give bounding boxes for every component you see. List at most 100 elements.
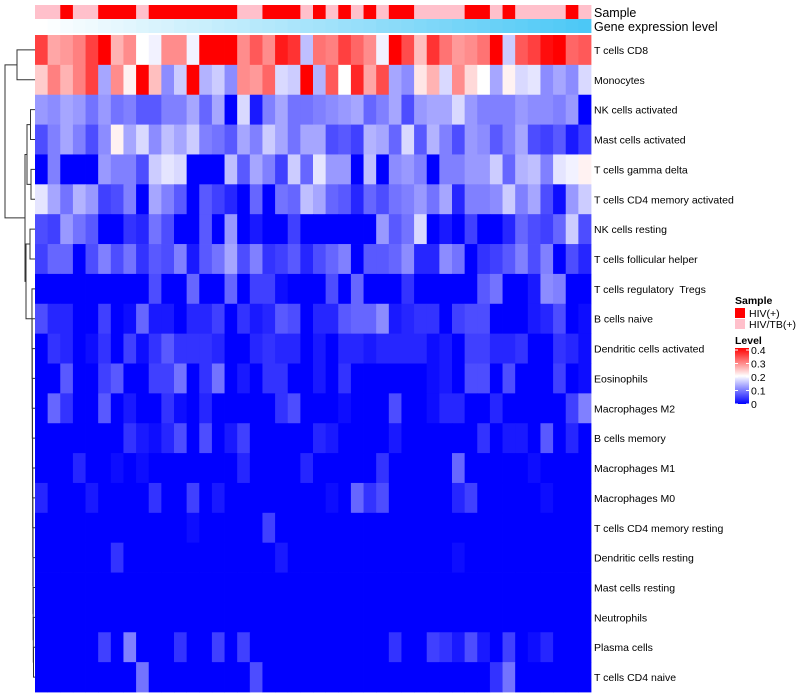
heatmap-cell [35,154,49,185]
heatmap-cell [47,393,61,424]
heatmap-cell [388,662,402,693]
heatmap-cell [148,482,162,514]
heatmap-cell [98,94,112,125]
heatmap-cell [502,512,516,544]
heatmap-cell [60,303,74,335]
gene-annotation-cell [224,19,238,33]
heatmap-cell [275,542,289,573]
heatmap-cell [136,273,150,305]
gene-annotation-cell [464,19,478,33]
heatmap-cell [439,572,453,603]
heatmap-cell [578,35,592,66]
gene-annotation-cell [72,19,86,33]
heatmap-cell [98,482,112,514]
heatmap-cell [363,662,377,693]
heatmap-cell [85,602,99,633]
heatmap-cell [262,244,276,275]
heatmap-cell [123,453,137,484]
heatmap-cell [376,482,390,514]
dendrogram-branch [29,228,35,260]
sample-annotation-bar [35,5,592,19]
sample-annotation-cell [565,5,579,19]
heatmap-cell [47,482,61,514]
row-dendrogram [4,49,35,678]
heatmap-cell [72,303,86,335]
heatmap-cell [161,363,175,394]
heatmap-cell [565,94,579,125]
heatmap-cell [174,453,188,484]
heatmap-cell [211,64,225,96]
heatmap-cell [237,363,251,394]
heatmap-cell [414,423,428,454]
heatmap-cell [300,35,314,66]
heatmap-cell [540,512,554,544]
heatmap-cell [211,303,225,335]
heatmap-cell [527,184,541,215]
heatmap-cell [376,303,390,335]
heatmap-cell [553,363,567,394]
heatmap-cell [110,64,124,96]
heatmap-cell [110,303,124,335]
heatmap-cell [224,64,238,96]
heatmap-cell [199,632,213,663]
heatmap-cell [515,363,529,394]
heatmap-cell [47,154,61,185]
heatmap-cell [237,244,251,275]
heatmap-cell [300,363,314,394]
heatmap-cell [72,124,86,155]
heatmap-cell [325,542,339,573]
heatmap-cell [275,602,289,633]
heatmap-cell [262,542,276,573]
legend-entry-label: HIV/TB(+) [749,319,796,331]
heatmap-cell [123,512,137,544]
heatmap-cell [35,124,49,155]
heatmap-cell [414,244,428,275]
heatmap-cell [249,273,263,305]
heatmap-cell [426,64,440,96]
heatmap-cell [363,64,377,96]
heatmap-cell [363,124,377,155]
heatmap-cell [350,303,364,335]
heatmap-cell [224,602,238,633]
heatmap-cell [72,512,86,544]
heatmap-cell [350,333,364,364]
heatmap-cell [401,35,415,66]
heatmap-cell [148,632,162,663]
heatmap-cell [35,602,49,633]
heatmap-cell [313,662,327,693]
row-label: B cells naive [594,314,653,326]
heatmap-cell [35,662,49,693]
heatmap-cell [148,333,162,364]
sample-annotation-cell [174,5,188,19]
heatmap-cell [275,124,289,155]
heatmap-cell [477,662,491,693]
heatmap-cell [527,363,541,394]
heatmap-cell [439,35,453,66]
heatmap-cell [338,35,352,66]
heatmap-cell [489,244,503,275]
heatmap-cell [401,184,415,215]
heatmap-cell [401,303,415,335]
heatmap-cell [262,662,276,693]
heatmap-cell [300,662,314,693]
heatmap-cell [565,273,579,305]
heatmap-cell [540,542,554,573]
heatmap-cell [502,453,516,484]
heatmap-cell [325,124,339,155]
heatmap-cell [363,303,377,335]
heatmap-cell [502,124,516,155]
heatmap-cell [578,453,592,484]
heatmap-cell [85,333,99,364]
heatmap-cell [60,244,74,275]
row-label: T cells CD4 memory activated [594,194,734,206]
heatmap-cell [35,453,49,484]
heatmap-cell [287,512,301,544]
sample-annotation-cell [502,5,516,19]
heatmap-cell [553,602,567,633]
heatmap-cell [123,632,137,663]
heatmap-cell [262,303,276,335]
heatmap-cell [110,363,124,394]
heatmap-cell [136,333,150,364]
heatmap-cell [464,363,478,394]
heatmap-cell [553,333,567,364]
